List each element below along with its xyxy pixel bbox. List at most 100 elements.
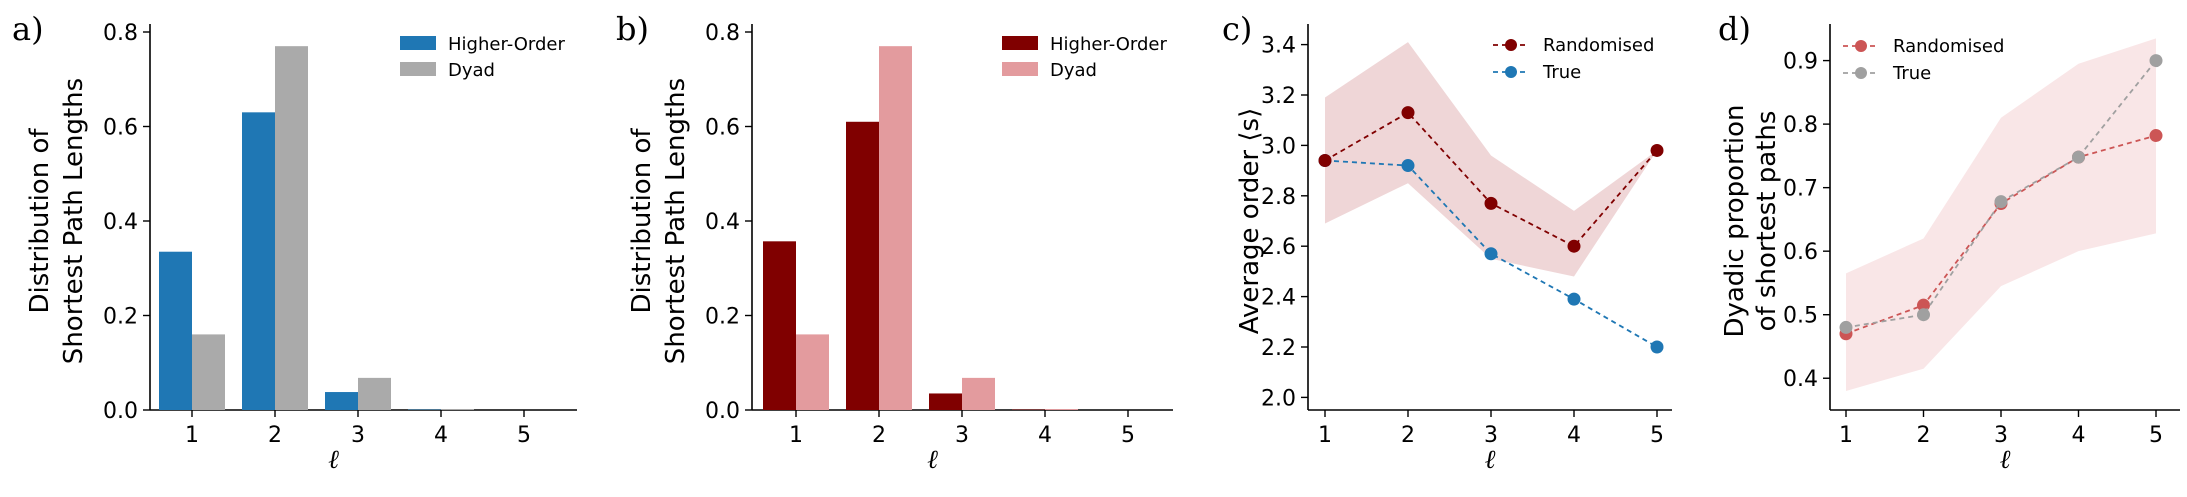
y-tick-label: 3.4 [1261, 34, 1296, 59]
y-tick-label: 0.2 [705, 305, 740, 330]
x-tick-label: 2 [1917, 423, 1931, 448]
y-axis-label-line2: Shortest Path Lengths [59, 78, 89, 364]
bar-higher-order-1 [159, 251, 192, 410]
panel-1-axes: 0.0 0.2 0.4 0.6 0.8 b) Distribution of Shortest… [616, 10, 1173, 475]
panel-0-bars: 1 2 3 4 5 Higher-Order Dyad [159, 34, 565, 448]
y-tick-label: 0.8 [103, 21, 138, 46]
point-randomised-2 [1401, 106, 1415, 120]
point-true-2 [1401, 159, 1415, 173]
x-tick-label: 5 [2149, 423, 2163, 448]
x-tick-label: 2 [268, 423, 282, 448]
y-tick-label: 0.9 [1783, 50, 1818, 75]
legend-marker [1505, 66, 1517, 78]
x-tick-label: 2 [872, 423, 886, 448]
x-tick-label: 5 [1121, 423, 1135, 448]
x-tick-label: 3 [1484, 423, 1498, 448]
y-tick-label: 0.2 [103, 305, 138, 330]
legend-label: True [1542, 62, 1581, 83]
confidence-band [1325, 42, 1657, 277]
x-axis-label: ℓ [2000, 445, 2011, 475]
panel-letter: d) [1718, 10, 1751, 48]
y-tick-label: 0.6 [1783, 240, 1818, 265]
panel-letter: a) [12, 10, 44, 48]
panel-3-axes: 0.4 0.5 0.6 0.7 0.8 0.9 d) Dyadic proportion of … [1718, 10, 2180, 475]
x-tick-label: 2 [1401, 423, 1415, 448]
bar-dyad-2 [879, 46, 912, 411]
legend-label: True [1892, 63, 1931, 84]
panel-2-axes: 2.0 2.2 2.4 2.6 2.8 3.0 3.2 3.4 c) Average order … [1222, 10, 1672, 475]
confidence-band [1846, 38, 2156, 391]
y-tick-label: 2.0 [1261, 386, 1296, 411]
legend-label: Dyad [448, 60, 495, 81]
panel-letter: c) [1222, 10, 1252, 48]
bar-dyad-4 [1045, 409, 1078, 410]
bar-higher-order-1 [763, 241, 796, 410]
legend-label: Randomised [1893, 36, 2004, 57]
series-line-true [1324, 159, 1658, 348]
point-true-3 [1994, 195, 2008, 209]
y-tick-label: 2.4 [1261, 286, 1296, 311]
legend-marker [1855, 67, 1867, 79]
legend-swatch [1002, 62, 1038, 76]
bar-dyad-3 [358, 377, 391, 410]
point-randomised-3 [1484, 196, 1498, 210]
x-tick-label: 4 [1567, 423, 1581, 448]
y-axis-label-line1: Dyadic proportion [1720, 104, 1750, 337]
y-tick-label: 3.0 [1261, 134, 1296, 159]
x-tick-label: 4 [1038, 423, 1052, 448]
y-tick-label: 0.5 [1783, 304, 1818, 329]
point-true-5 [1650, 340, 1664, 354]
bar-dyad-3 [962, 377, 995, 410]
legend-swatch [400, 62, 436, 76]
x-axis-label: ℓ [328, 445, 339, 475]
y-tick-label: 0.6 [103, 116, 138, 141]
bar-higher-order-2 [242, 112, 275, 410]
bar-dyad-1 [796, 334, 829, 410]
legend: Randomised True [1843, 36, 2004, 84]
x-tick-label: 1 [1839, 423, 1853, 448]
bar-dyad-4 [441, 409, 474, 410]
legend-label: Higher-Order [1050, 34, 1167, 55]
x-axis-label: ℓ [927, 445, 938, 475]
y-tick-label: 0.8 [705, 21, 740, 46]
y-tick-label: 0.4 [103, 210, 138, 235]
y-axis-label-line2: Shortest Path Lengths [661, 78, 691, 364]
x-tick-label: 3 [955, 423, 969, 448]
x-tick-label: 4 [434, 423, 448, 448]
y-tick-label: 0.4 [1783, 367, 1818, 392]
x-tick-label: 3 [351, 423, 365, 448]
series-line-true [1845, 60, 2157, 329]
x-tick-label: 4 [2072, 423, 2086, 448]
y-axis-label-line1: Distribution of [25, 128, 55, 314]
panel-letter: b) [616, 10, 649, 48]
y-tick-label: 0.0 [705, 399, 740, 424]
legend: Higher-Order Dyad [400, 34, 565, 81]
panel-1-bars: 1 2 3 4 5 Higher-Order Dyad [763, 34, 1167, 448]
point-randomised-5 [2149, 129, 2163, 143]
point-true-1 [1839, 320, 1853, 334]
legend-label: Higher-Order [448, 34, 565, 55]
y-tick-label: 0.7 [1783, 177, 1818, 202]
legend-swatch [400, 36, 436, 50]
bar-dyad-2 [275, 46, 308, 411]
legend-swatch [1002, 36, 1038, 50]
x-tick-label: 1 [1318, 423, 1332, 448]
point-randomised-5 [1650, 143, 1664, 157]
point-true-2 [1917, 308, 1930, 322]
point-true-4 [1567, 292, 1581, 306]
panel-2-lines: 1 2 3 4 5 Randomised True [1318, 35, 1664, 448]
x-tick-label: 3 [1994, 423, 2008, 448]
y-axis-label-line1: Distribution of [627, 128, 657, 314]
y-tick-label: 0.6 [705, 116, 740, 141]
point-true-5 [2149, 54, 2163, 68]
point-true-3 [1484, 247, 1498, 261]
y-axis-label-line1: Average order ⟨s⟩ [1235, 108, 1265, 334]
y-tick-label: 0.4 [705, 210, 740, 235]
x-tick-label: 1 [185, 423, 199, 448]
y-tick-label: 0.0 [103, 399, 138, 424]
bar-higher-order-2 [846, 121, 879, 411]
y-tick-label: 2.2 [1261, 336, 1296, 361]
x-tick-label: 5 [517, 423, 531, 448]
